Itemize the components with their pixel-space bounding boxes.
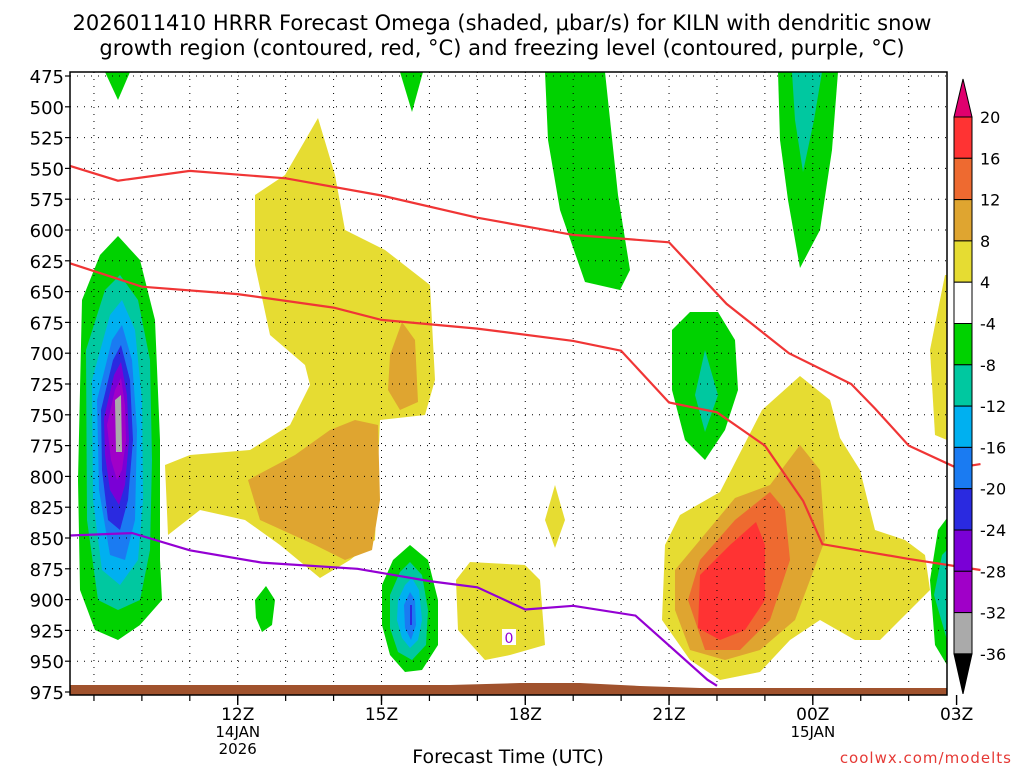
colorbar-label-3: 8	[980, 232, 990, 251]
x-tick-label-15Z: 15Z	[365, 705, 398, 725]
colorbar-band-12	[953, 612, 973, 655]
plot-area: 0	[69, 71, 981, 696]
y-tick-label-475: 475	[30, 67, 64, 88]
omega-shading	[78, 72, 947, 680]
colorbar-label-5: -4	[980, 315, 996, 334]
omega-region-g9	[934, 550, 947, 640]
colorbar-label-7: -12	[980, 397, 1006, 416]
freezing-level-label-bg	[502, 629, 516, 645]
y-tick-label-650: 650	[30, 283, 64, 304]
freezing-level-contour	[69, 531, 718, 687]
omega-region-g4	[778, 72, 838, 268]
colorbar-label-1: 16	[980, 149, 1000, 168]
colorbar-label-9: -20	[980, 480, 1006, 499]
colorbar-band-0	[953, 116, 973, 159]
x-tick-label-21Z: 21Z	[652, 705, 685, 725]
colorbar-band-4	[953, 281, 973, 325]
y-tick-label-925: 925	[30, 621, 64, 642]
x-tick-label-18Z: 18Z	[509, 705, 542, 725]
omega-region-a3b	[545, 485, 565, 548]
colorbar-arrow-top	[953, 78, 973, 118]
terrain-ground	[70, 683, 947, 695]
colorbar-label-4: 4	[980, 273, 990, 292]
colorbar: 20 16 12 8 4 -4 -8 -12 -16 -20 -24 -28 -32 -36	[953, 78, 1006, 695]
y-tick-label-750: 750	[30, 406, 64, 427]
y-tick-label-525: 525	[30, 129, 64, 150]
freezing-level-label: 0	[505, 631, 514, 647]
y-tick-label-675: 675	[30, 313, 64, 334]
colorbar-band-9	[953, 488, 973, 531]
omega-region-a2	[248, 420, 380, 560]
y-tick-label-900: 900	[30, 591, 64, 612]
omega-region-a8	[930, 275, 947, 440]
colorbar-band-6	[953, 364, 973, 407]
omega-region-g1	[105, 72, 130, 100]
dgz-contour-upper	[69, 164, 981, 469]
omega-region-g2	[400, 72, 423, 112]
credit-text: coolwx.com/modelts	[840, 749, 1012, 767]
colorbar-band-7	[953, 405, 973, 448]
x-axis-label: Forecast Time (UTC)	[412, 746, 603, 768]
colorbar-label-8: -16	[980, 438, 1006, 457]
x-tick-label-03Z: 03Z	[940, 705, 973, 725]
y-axis: 475 500 525 550 575 600 625 650 675 700 725 750 775 8…	[30, 67, 70, 704]
y-tick-label-700: 700	[30, 344, 64, 365]
colorbar-band-1	[953, 157, 973, 201]
colorbar-label-6: -8	[980, 356, 996, 375]
colorbar-label-12: -32	[980, 604, 1006, 623]
y-tick-label-550: 550	[30, 159, 64, 180]
omega-region-g5	[792, 72, 822, 172]
colorbar-label-2: 12	[980, 191, 1000, 210]
colorbar-band-11	[953, 570, 973, 614]
y-tick-label-600: 600	[30, 221, 64, 242]
x-tick-sublabel-year-12Z: 2026	[219, 740, 257, 758]
y-tick-label-850: 850	[30, 529, 64, 550]
y-tick-label-975: 975	[30, 683, 64, 704]
x-tick-sublabel-date-12Z: 14JAN	[215, 723, 260, 741]
y-tick-label-625: 625	[30, 252, 64, 273]
colorbar-band-2	[953, 199, 973, 242]
y-tick-label-950: 950	[30, 652, 64, 673]
y-tick-label-725: 725	[30, 375, 64, 396]
y-tick-label-775: 775	[30, 437, 64, 458]
x-tick-label-00Z: 00Z	[796, 705, 829, 725]
y-tick-label-575: 575	[30, 190, 64, 211]
colorbar-label-10: -24	[980, 521, 1006, 540]
y-tick-label-875: 875	[30, 560, 64, 581]
omega-region-a2b	[388, 322, 418, 410]
colorbar-label-13: -36	[980, 645, 1006, 664]
chart-title-line2: growth region (contoured, red, °C) and f…	[99, 36, 904, 60]
colorbar-band-10	[953, 529, 973, 572]
colorbar-label-0: 20	[980, 108, 1000, 127]
omega-region-g3	[545, 72, 630, 290]
y-tick-label-500: 500	[30, 98, 64, 119]
omega-region-a3	[456, 562, 545, 660]
y-tick-label-800: 800	[30, 467, 64, 488]
colorbar-band-3	[953, 240, 973, 283]
x-tick-label-12Z: 12Z	[221, 705, 254, 725]
colorbar-band-8	[953, 446, 973, 490]
colorbar-arrow-bottom	[953, 653, 973, 695]
omega-region-m2	[115, 395, 122, 452]
omega-region-g7	[695, 350, 718, 432]
y-tick-label-825: 825	[30, 498, 64, 519]
omega-region-g10	[255, 586, 275, 632]
colorbar-label-11: -28	[980, 562, 1006, 581]
x-tick-sublabel-date-00Z: 15JAN	[790, 723, 835, 741]
omega-region-a7	[698, 522, 765, 640]
dgz-contour-lower	[69, 262, 981, 572]
colorbar-band-5	[953, 323, 973, 366]
chart-title-line1: 2026011410 HRRR Forecast Omega (shaded, …	[73, 11, 932, 35]
